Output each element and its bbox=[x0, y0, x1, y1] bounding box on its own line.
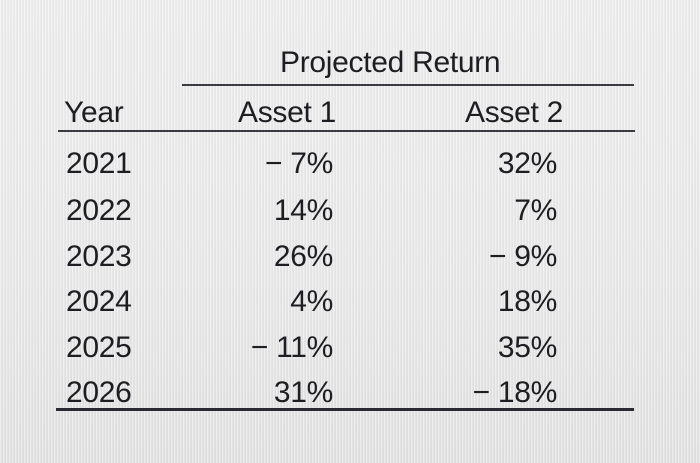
year-cell: 2025 bbox=[66, 331, 132, 364]
year-cell: 2022 bbox=[66, 194, 132, 227]
asset-1-cell: 31% bbox=[273, 376, 333, 409]
column-header-rule bbox=[58, 130, 635, 132]
asset-2-cell: 35% bbox=[497, 331, 557, 364]
column-header-asset-2: Asset 2 bbox=[465, 96, 563, 129]
asset-2-cell: 18% bbox=[497, 285, 557, 318]
asset-1-cell: − 11% bbox=[250, 331, 333, 364]
asset-1-cell: 4% bbox=[290, 285, 333, 318]
asset-1-cell: − 7% bbox=[264, 147, 333, 180]
year-cell: 2023 bbox=[66, 240, 132, 273]
table-bottom-rule bbox=[56, 408, 634, 411]
year-cell: 2026 bbox=[66, 376, 132, 409]
asset-2-cell: 7% bbox=[514, 194, 557, 227]
asset-1-cell: 26% bbox=[273, 240, 333, 273]
year-cell: 2021 bbox=[66, 147, 132, 180]
year-cell: 2024 bbox=[66, 285, 132, 318]
column-header-asset-1: Asset 1 bbox=[238, 96, 336, 129]
group-header-rule bbox=[182, 84, 634, 86]
column-header-year: Year bbox=[64, 96, 124, 129]
asset-1-cell: 14% bbox=[273, 194, 333, 227]
asset-2-cell: 32% bbox=[497, 147, 557, 180]
group-header-projected-return: Projected Return bbox=[280, 46, 501, 79]
asset-2-cell: − 18% bbox=[472, 376, 558, 409]
asset-2-cell: − 9% bbox=[488, 240, 557, 273]
